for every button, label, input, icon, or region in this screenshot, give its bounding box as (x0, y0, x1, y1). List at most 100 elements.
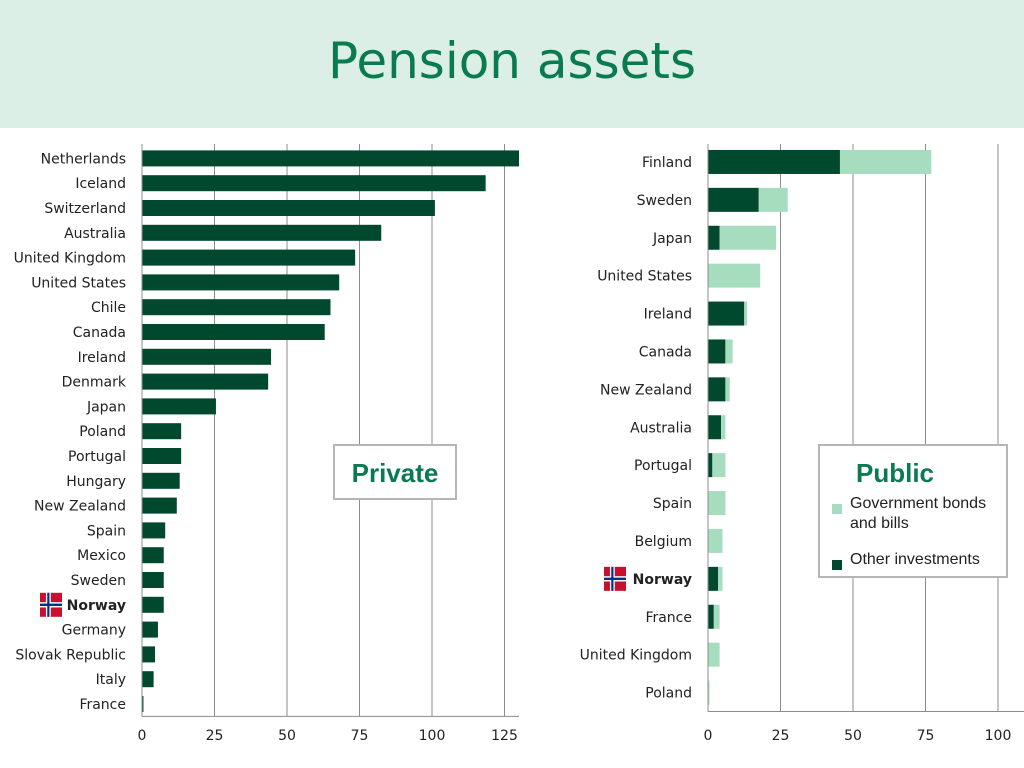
public-legend-box: Public Government bonds and bills Other … (818, 444, 1008, 578)
right-x-tick-label: 0 (704, 728, 713, 744)
left-bar (142, 175, 486, 192)
left-bar (142, 348, 272, 365)
left-bar (142, 646, 156, 663)
right-bar-government-bonds (719, 225, 777, 250)
left-bar (142, 472, 180, 489)
left-category-label: Hungary (66, 474, 126, 490)
left-x-tick-label: 50 (278, 728, 296, 744)
left-category-label: Netherlands (41, 151, 126, 167)
left-x-tick-label: 25 (206, 728, 224, 744)
left-category-label: France (79, 697, 126, 713)
right-bar-government-bonds (708, 263, 761, 288)
left-bar (142, 200, 435, 216)
right-bar-government-bonds (839, 149, 932, 174)
left-bar (142, 696, 144, 712)
left-category-label: New Zealand (34, 499, 126, 515)
left-x-tick-label: 75 (351, 728, 369, 744)
right-bar-other-investments (708, 377, 726, 402)
right-category-label: Sweden (637, 193, 692, 209)
right-bar-government-bonds (718, 566, 723, 591)
legend-label: Government bonds and bills (850, 495, 987, 532)
right-category-label: Poland (645, 686, 692, 702)
left-category-label: Portugal (68, 449, 126, 465)
header-band (0, 0, 1024, 128)
left-norway-flag-cross-h-blue (40, 603, 62, 606)
left-category-label: Japan (86, 399, 126, 415)
left-bar (142, 572, 164, 588)
left-bar (142, 249, 356, 266)
public-label: Public (856, 458, 935, 488)
right-category-label: Finland (642, 155, 692, 171)
left-category-label: United Kingdom (14, 251, 126, 267)
left-category-label: Mexico (77, 548, 126, 564)
right-category-label: United States (597, 269, 692, 285)
left-bar (142, 150, 519, 167)
left-category-label: Iceland (75, 176, 126, 192)
page-title: Pension assets (327, 32, 697, 90)
left-category-label: Germany (62, 623, 126, 639)
left-bar (142, 324, 325, 340)
left-x-tick-label: 125 (491, 728, 518, 744)
left-bar (142, 398, 216, 415)
left-category-label: Chile (91, 300, 126, 316)
right-x-tick-label: 25 (772, 728, 790, 744)
left-category-label: Ireland (78, 350, 126, 366)
left-category-label: Switzerland (44, 201, 126, 217)
legend-item-other-investments: Other investments (832, 550, 990, 570)
right-category-label: United Kingdom (580, 648, 692, 664)
left-bar (142, 423, 182, 440)
right-bar-government-bonds (708, 680, 710, 705)
left-bar (142, 373, 269, 390)
left-x-tick-label: 0 (138, 728, 147, 744)
right-category-label: New Zealand (600, 382, 692, 398)
right-category-label: Ireland (644, 307, 692, 323)
left-category-label: Poland (79, 424, 126, 440)
left-bar (142, 448, 182, 464)
left-bar (142, 299, 331, 316)
private-label: Private (351, 458, 439, 488)
right-bar-other-investments (708, 187, 759, 212)
right-bar-government-bonds (721, 415, 726, 440)
left-category-label: Italy (96, 672, 126, 688)
right-category-label: Japan (652, 231, 692, 247)
legend-item-government-bonds: Government bonds and bills (832, 494, 990, 534)
right-bar-government-bonds (712, 453, 726, 478)
right-bar-other-investments (708, 415, 722, 440)
right-category-label: Belgium (635, 534, 692, 550)
right-bar-government-bonds (725, 339, 733, 364)
left-x-tick-label: 100 (419, 728, 446, 744)
right-x-tick-label: 100 (985, 728, 1012, 744)
right-bar-government-bonds (713, 604, 720, 629)
right-bar-government-bonds (744, 301, 748, 326)
right-category-label: Norway (633, 572, 692, 588)
private-label-box: Private (333, 444, 457, 500)
left-category-label: Australia (64, 226, 126, 242)
legend-swatch-light (832, 504, 842, 514)
left-category-label: United States (31, 275, 126, 291)
right-bar-government-bonds (725, 377, 730, 402)
legend-swatch-dark (832, 560, 842, 570)
right-bar-government-bonds (708, 528, 723, 553)
right-x-tick-label: 50 (844, 728, 862, 744)
right-category-label: Portugal (634, 458, 692, 474)
right-bar-other-investments (708, 225, 720, 250)
right-bar-other-investments (708, 566, 719, 591)
right-category-label: Canada (639, 344, 692, 360)
right-category-label: Spain (653, 496, 692, 512)
left-bar (142, 497, 177, 514)
left-bar (142, 522, 166, 539)
left-bar (142, 224, 382, 241)
right-norway-flag-cross-h-blue (604, 577, 626, 581)
right-bar-other-investments (708, 301, 745, 326)
right-bar-government-bonds (708, 642, 720, 667)
right-bar-government-bonds (758, 187, 788, 212)
left-bar (142, 596, 164, 613)
right-bar-other-investments (708, 339, 726, 364)
left-bar (142, 274, 340, 291)
left-category-label: Spain (87, 523, 126, 539)
right-bar-other-investments (708, 149, 840, 174)
left-category-label: Sweden (71, 573, 126, 589)
right-bar-other-investments (708, 604, 714, 629)
left-category-label: Slovak Republic (15, 647, 126, 663)
